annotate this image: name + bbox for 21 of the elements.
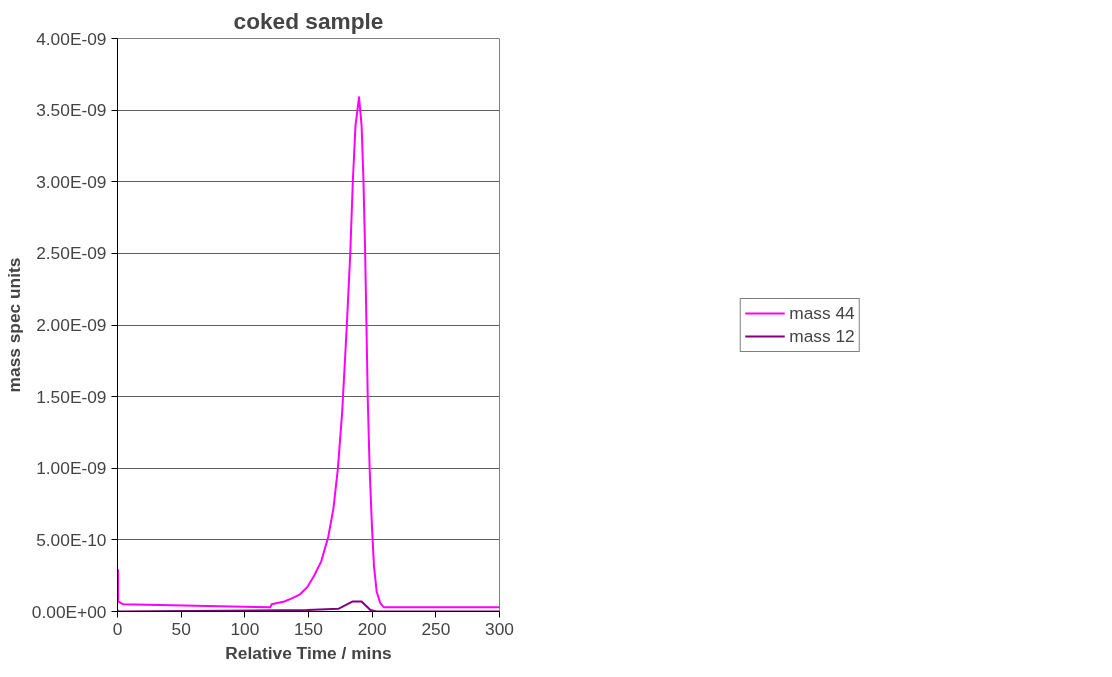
x-tick-label: 0 [112,618,123,639]
y-tick-label: 4.00E-09 [36,28,107,49]
x-tick-label: 100 [230,618,260,639]
y-tick-label: 2.00E-09 [36,315,107,335]
x-tick-label: 200 [357,618,387,639]
x-tick-label: 300 [485,618,514,639]
x-tick-label: 250 [421,618,451,639]
chart-title: coked sample [233,7,384,34]
y-tick-label: 5.00E-10 [36,529,107,550]
y-axis-title: mass spec units [3,257,24,393]
x-axis-title: Relative Time / mins [225,642,392,663]
y-tick-label: 1.00E-09 [36,458,107,479]
y-tick-label: 0.00E+00 [31,601,107,622]
y-tick-label: 1.50E-09 [36,386,107,407]
x-tick-label: 150 [294,618,323,639]
legend-label: mass 44 [789,302,855,324]
x-tick-label: 50 [171,618,191,639]
y-tick-label: 2.50E-09 [36,243,107,264]
y-tick-label: 3.00E-09 [36,171,107,192]
y-tick-label: 3.50E-09 [36,100,107,121]
legend-label: mass 12 [789,325,855,347]
